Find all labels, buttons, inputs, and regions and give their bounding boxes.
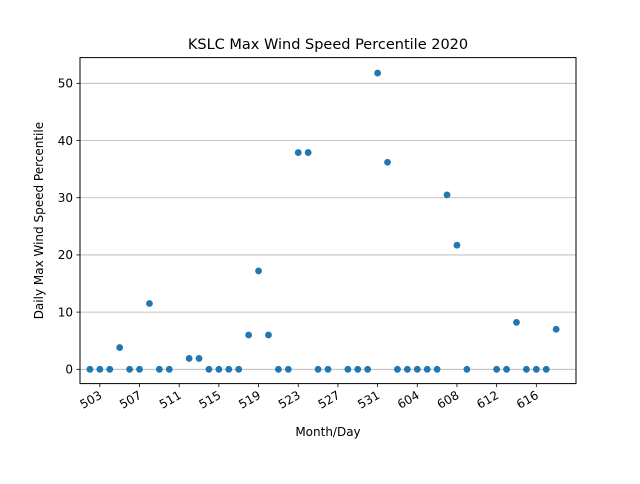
data-point xyxy=(552,325,560,333)
data-point xyxy=(235,365,243,373)
axes-frame xyxy=(79,57,577,385)
data-point xyxy=(542,365,550,373)
data-point xyxy=(126,365,133,373)
data-point xyxy=(403,365,411,373)
data-point xyxy=(294,149,302,156)
data-point xyxy=(324,365,332,373)
y-axis-ticks: 0 10 20 30 40 50 xyxy=(58,77,80,377)
data-point xyxy=(493,365,501,373)
data-point xyxy=(195,355,203,362)
chart-title: KSLC Max Wind Speed Percentile 2020 xyxy=(188,37,468,53)
data-point xyxy=(354,365,362,373)
data-point xyxy=(374,69,381,77)
data-point xyxy=(503,365,510,373)
data-point xyxy=(304,149,312,156)
data-point xyxy=(185,355,193,362)
data-point xyxy=(96,365,104,373)
data-point xyxy=(513,319,520,326)
y-tick-label: 30 xyxy=(58,191,73,205)
data-point xyxy=(453,241,461,249)
data-point xyxy=(265,331,272,339)
data-point xyxy=(136,365,143,373)
data-point xyxy=(106,365,114,373)
data-point xyxy=(146,300,153,307)
data-point xyxy=(443,191,451,199)
data-point xyxy=(413,365,421,373)
x-axis-label: Month/Day xyxy=(295,425,360,439)
data-point xyxy=(275,365,282,373)
y-tick-label: 50 xyxy=(58,77,73,91)
data-point xyxy=(463,365,471,373)
data-point xyxy=(523,365,530,373)
data-point xyxy=(116,344,124,351)
data-point xyxy=(394,365,401,373)
data-point xyxy=(225,365,233,373)
data-point xyxy=(284,365,292,373)
data-points xyxy=(86,69,560,373)
data-point xyxy=(532,365,540,373)
y-axis-label: Daily Max Wind Speed Percentile xyxy=(32,122,46,319)
y-tick-label: 40 xyxy=(58,134,73,148)
data-point xyxy=(344,365,352,373)
data-point xyxy=(205,365,213,373)
data-point xyxy=(215,365,223,373)
data-point xyxy=(165,365,173,373)
data-point xyxy=(364,365,372,373)
data-point xyxy=(433,365,441,373)
y-tick-label: 0 xyxy=(65,363,73,377)
data-point xyxy=(255,267,262,275)
y-tick-label: 20 xyxy=(58,248,73,262)
data-point xyxy=(155,365,163,373)
data-point xyxy=(245,331,253,339)
data-point xyxy=(314,365,322,373)
data-point xyxy=(86,365,94,373)
y-tick-label: 10 xyxy=(58,305,73,319)
data-point xyxy=(423,365,431,373)
data-point xyxy=(384,158,391,166)
